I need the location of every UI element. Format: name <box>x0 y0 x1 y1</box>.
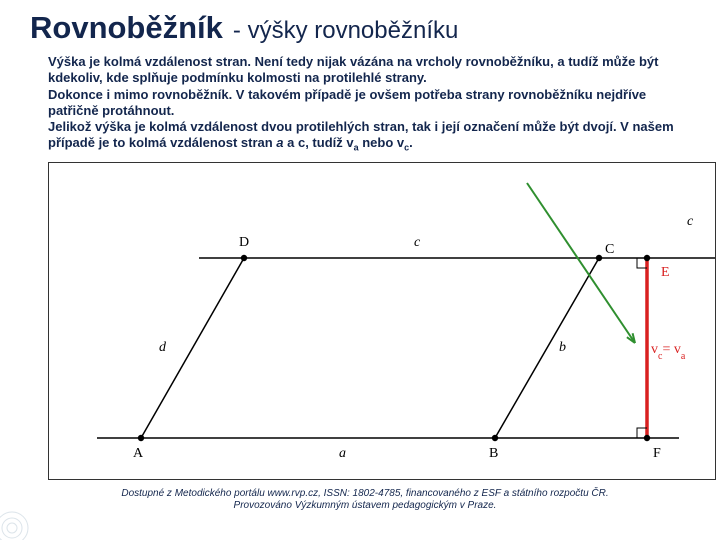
svg-text:C: C <box>605 242 614 257</box>
svg-text:A: A <box>133 446 144 461</box>
svg-text:vc= va: vc= va <box>651 342 686 362</box>
svg-text:E: E <box>661 265 670 280</box>
svg-text:D: D <box>239 235 249 250</box>
paragraph-1: Výška je kolmá vzdálenost stran. Není te… <box>48 54 658 85</box>
diagram-svg: A B C D E Fa b c c d vc= va <box>49 163 717 481</box>
body-text: Výška je kolmá vzdálenost stran. Není te… <box>30 54 700 154</box>
svg-text:a: a <box>339 446 346 461</box>
svg-text:F: F <box>653 446 661 461</box>
svg-text:d: d <box>159 340 167 355</box>
svg-text:B: B <box>489 446 498 461</box>
footer-line-1: Dostupné z Metodického portálu www.rvp.c… <box>121 488 608 499</box>
title-main: Rovnoběžník <box>30 10 223 46</box>
footer-line-2: Provozováno Výzkumným ústavem pedagogick… <box>234 500 497 511</box>
title: Rovnoběžník - výšky rovnoběžníku <box>30 10 700 46</box>
svg-text:c: c <box>687 214 694 229</box>
paragraph-2: Dokonce i mimo rovnoběžník. V takovém př… <box>48 87 646 118</box>
footer: Dostupné z Metodického portálu www.rvp.c… <box>30 484 700 512</box>
title-sub: - výšky rovnoběžníku <box>233 17 458 45</box>
p3-mid: a c, tudíž v <box>284 135 354 150</box>
p3-em-a: a <box>276 135 283 150</box>
svg-text:b: b <box>559 340 566 355</box>
diagram: A B C D E Fa b c c d vc= va <box>48 162 716 480</box>
svg-text:c: c <box>414 235 421 250</box>
p3-or: nebo v <box>359 135 405 150</box>
p3-end: . <box>409 135 413 150</box>
